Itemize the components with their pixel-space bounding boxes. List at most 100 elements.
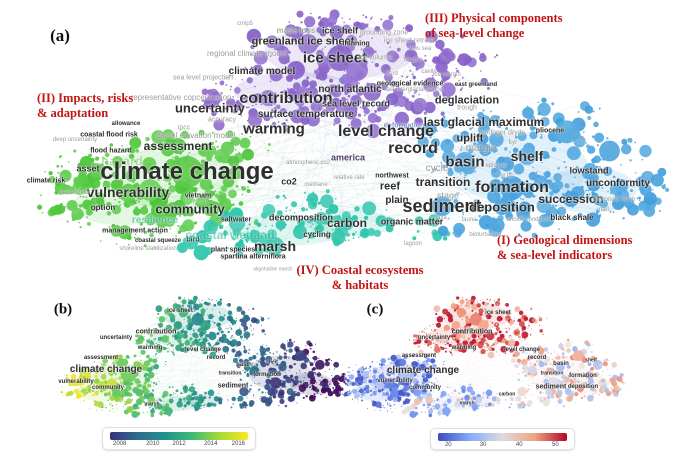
term-node xyxy=(182,392,184,394)
term-node xyxy=(629,159,632,162)
term-node xyxy=(387,395,393,402)
term-node xyxy=(446,336,448,338)
term-node xyxy=(383,100,386,102)
term-node xyxy=(248,390,251,393)
term-node xyxy=(453,198,459,205)
term-node xyxy=(190,340,191,342)
term-node xyxy=(432,170,435,173)
term-node xyxy=(149,406,151,409)
term-node xyxy=(596,211,599,214)
term-node xyxy=(141,359,143,361)
term-node xyxy=(208,317,210,320)
term-node xyxy=(478,214,481,218)
term-node xyxy=(467,344,471,348)
term-node xyxy=(335,17,338,19)
term-node xyxy=(129,365,131,367)
term-node xyxy=(403,384,410,391)
term-node xyxy=(394,386,396,388)
term-node xyxy=(382,391,385,394)
link-edge xyxy=(205,318,224,405)
term-node xyxy=(307,202,310,204)
term-node xyxy=(491,347,495,351)
term-node xyxy=(318,21,324,27)
term-node xyxy=(405,27,409,30)
term-node xyxy=(508,318,510,320)
term-node xyxy=(505,328,507,330)
term-node xyxy=(344,91,348,96)
term-node xyxy=(610,387,613,389)
term-node xyxy=(147,327,149,329)
term-node xyxy=(593,155,601,163)
term-node xyxy=(69,391,74,396)
term-node xyxy=(218,247,221,250)
link-edge xyxy=(242,312,340,386)
term-node xyxy=(293,211,296,214)
term-node xyxy=(434,317,437,319)
term-node xyxy=(586,195,590,200)
term-node xyxy=(136,383,141,388)
term-node xyxy=(454,331,459,336)
term-node xyxy=(601,187,604,189)
term-node xyxy=(325,190,329,193)
term-node xyxy=(160,238,163,241)
term-node xyxy=(99,240,102,242)
link-edge xyxy=(430,383,529,391)
term-node xyxy=(171,386,174,388)
term-node xyxy=(431,74,434,77)
term-node xyxy=(473,142,477,146)
term-node xyxy=(276,371,282,377)
term-node xyxy=(308,379,310,381)
term-node xyxy=(194,348,199,352)
term-node xyxy=(345,34,357,46)
term-node xyxy=(386,41,390,45)
term-node xyxy=(382,369,384,371)
term-node xyxy=(295,350,306,361)
term-node xyxy=(561,355,566,359)
term-node xyxy=(359,106,362,109)
term-node xyxy=(332,390,336,395)
term-node xyxy=(237,70,240,72)
term-node xyxy=(107,391,112,396)
term-node xyxy=(522,336,524,339)
term-node xyxy=(196,333,199,336)
term-node xyxy=(285,206,288,210)
term-node xyxy=(457,342,459,344)
term-node xyxy=(465,325,471,331)
term-node xyxy=(117,378,119,380)
term-node xyxy=(383,406,386,409)
term-node xyxy=(220,299,222,301)
term-node xyxy=(452,393,454,395)
term-node xyxy=(468,340,469,342)
term-node xyxy=(309,378,316,385)
term-node xyxy=(334,368,336,370)
term-node xyxy=(558,228,560,231)
term-node xyxy=(253,395,255,397)
term-node xyxy=(630,189,633,193)
term-node xyxy=(295,34,298,36)
term-node xyxy=(384,123,387,126)
link-edge xyxy=(144,373,242,393)
term-node xyxy=(94,400,96,402)
term-node xyxy=(316,55,329,68)
term-node xyxy=(566,357,568,359)
term-node xyxy=(111,377,113,379)
term-node xyxy=(331,360,332,362)
term-node xyxy=(106,210,112,216)
term-node xyxy=(372,378,378,384)
term-node xyxy=(534,120,539,124)
term-node xyxy=(314,388,318,391)
term-node xyxy=(617,383,618,385)
term-node xyxy=(310,385,312,387)
term-node xyxy=(594,382,596,384)
term-node xyxy=(201,337,203,339)
term-node xyxy=(159,194,163,198)
term-node xyxy=(358,22,367,31)
term-node xyxy=(434,346,441,353)
term-node xyxy=(206,103,212,109)
term-node xyxy=(94,391,99,396)
term-node xyxy=(272,363,274,365)
term-node xyxy=(139,384,142,387)
term-node xyxy=(300,21,303,24)
term-node xyxy=(79,386,81,388)
term-node xyxy=(91,365,94,368)
